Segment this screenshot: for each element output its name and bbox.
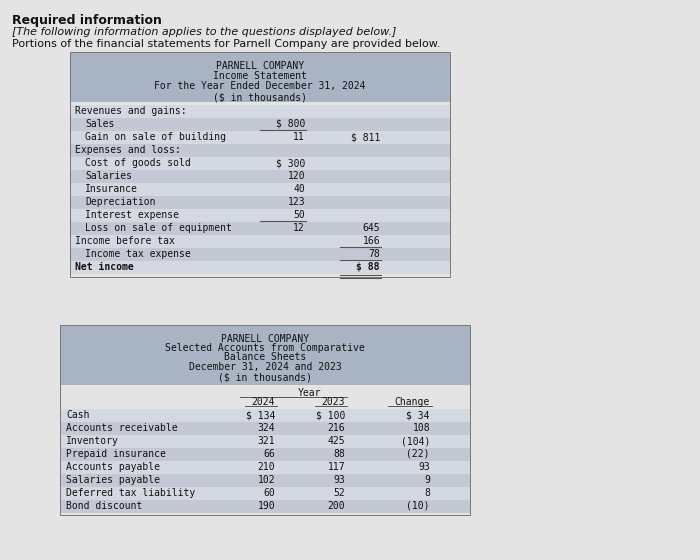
Bar xyxy=(60,474,470,487)
Bar xyxy=(70,261,450,274)
Text: Selected Accounts from Comparative: Selected Accounts from Comparative xyxy=(165,343,365,353)
Text: Revenues and gains:: Revenues and gains: xyxy=(75,106,187,116)
Text: 102: 102 xyxy=(258,475,275,485)
Text: Inventory: Inventory xyxy=(66,436,119,446)
Text: Income tax expense: Income tax expense xyxy=(85,249,190,259)
Text: $ 134: $ 134 xyxy=(246,410,275,420)
Text: Gain on sale of building: Gain on sale of building xyxy=(85,132,226,142)
Text: 8: 8 xyxy=(424,488,430,498)
Text: ($ in thousands): ($ in thousands) xyxy=(213,92,307,102)
Text: Expenses and loss:: Expenses and loss: xyxy=(75,145,181,155)
Text: 117: 117 xyxy=(328,462,345,472)
Text: ($ in thousands): ($ in thousands) xyxy=(218,372,312,382)
Text: Salaries: Salaries xyxy=(85,171,132,181)
Text: 11: 11 xyxy=(293,132,305,142)
Text: (22): (22) xyxy=(407,449,430,459)
Text: PARNELL COMPANY: PARNELL COMPANY xyxy=(216,61,304,71)
Text: (104): (104) xyxy=(400,436,430,446)
Bar xyxy=(70,183,450,196)
Text: Deferred tax liability: Deferred tax liability xyxy=(66,488,195,498)
Bar xyxy=(70,118,450,131)
Text: [The following information applies to the questions displayed below.]: [The following information applies to th… xyxy=(12,27,396,37)
Text: $ 811: $ 811 xyxy=(351,132,380,142)
Text: 321: 321 xyxy=(258,436,275,446)
Text: 40: 40 xyxy=(293,184,305,194)
Text: 88: 88 xyxy=(333,449,345,459)
Bar xyxy=(70,170,450,183)
Bar xyxy=(60,325,470,515)
Bar xyxy=(60,448,470,461)
Bar xyxy=(60,487,470,500)
Text: Change: Change xyxy=(395,397,430,407)
Bar xyxy=(70,157,450,170)
Text: 93: 93 xyxy=(333,475,345,485)
Text: Sales: Sales xyxy=(85,119,114,129)
Text: 78: 78 xyxy=(368,249,380,259)
Text: Bond discount: Bond discount xyxy=(66,501,142,511)
Text: Interest expense: Interest expense xyxy=(85,210,179,220)
Text: 2023: 2023 xyxy=(321,397,345,407)
Text: 93: 93 xyxy=(419,462,430,472)
Text: 324: 324 xyxy=(258,423,275,433)
Bar xyxy=(60,325,470,385)
Text: Portions of the financial statements for Parnell Company are provided below.: Portions of the financial statements for… xyxy=(12,39,440,49)
Bar xyxy=(70,222,450,235)
Text: For the Year Ended December 31, 2024: For the Year Ended December 31, 2024 xyxy=(154,81,365,91)
Text: 108: 108 xyxy=(412,423,430,433)
Text: Cost of goods sold: Cost of goods sold xyxy=(85,158,190,168)
Text: Required information: Required information xyxy=(12,14,162,27)
Text: 425: 425 xyxy=(328,436,345,446)
Text: PARNELL COMPANY: PARNELL COMPANY xyxy=(221,334,309,344)
Text: 52: 52 xyxy=(333,488,345,498)
Text: 210: 210 xyxy=(258,462,275,472)
Bar xyxy=(70,248,450,261)
Bar xyxy=(60,500,470,513)
Text: Balance Sheets: Balance Sheets xyxy=(224,352,306,362)
Text: 2024: 2024 xyxy=(251,397,275,407)
Text: 200: 200 xyxy=(328,501,345,511)
Bar xyxy=(70,52,450,277)
Text: 50: 50 xyxy=(293,210,305,220)
Text: 645: 645 xyxy=(363,223,380,233)
Text: $ 100: $ 100 xyxy=(316,410,345,420)
Bar xyxy=(60,435,470,448)
Text: 190: 190 xyxy=(258,501,275,511)
Text: (10): (10) xyxy=(407,501,430,511)
Text: Accounts receivable: Accounts receivable xyxy=(66,423,178,433)
Bar xyxy=(70,131,450,144)
Text: $ 34: $ 34 xyxy=(407,410,430,420)
Text: 60: 60 xyxy=(263,488,275,498)
Text: Year: Year xyxy=(298,388,322,398)
Text: 123: 123 xyxy=(288,197,305,207)
Bar xyxy=(70,196,450,209)
Bar xyxy=(70,235,450,248)
Text: 120: 120 xyxy=(288,171,305,181)
Text: Income Statement: Income Statement xyxy=(213,71,307,81)
Bar xyxy=(70,144,450,157)
Text: Salaries payable: Salaries payable xyxy=(66,475,160,485)
Text: 66: 66 xyxy=(263,449,275,459)
Bar xyxy=(60,461,470,474)
Text: $ 88: $ 88 xyxy=(356,262,380,272)
Bar xyxy=(70,209,450,222)
Bar xyxy=(60,409,470,422)
Text: Loss on sale of equipment: Loss on sale of equipment xyxy=(85,223,232,233)
Text: Net income: Net income xyxy=(75,262,134,272)
Text: 12: 12 xyxy=(293,223,305,233)
Bar xyxy=(70,52,450,102)
Text: $ 300: $ 300 xyxy=(276,158,305,168)
Text: 9: 9 xyxy=(424,475,430,485)
Text: Prepaid insurance: Prepaid insurance xyxy=(66,449,166,459)
Text: Insurance: Insurance xyxy=(85,184,138,194)
Bar xyxy=(70,105,450,118)
Text: Accounts payable: Accounts payable xyxy=(66,462,160,472)
Bar xyxy=(60,422,470,435)
Text: Depreciation: Depreciation xyxy=(85,197,155,207)
Text: Cash: Cash xyxy=(66,410,90,420)
Text: 166: 166 xyxy=(363,236,380,246)
Text: Income before tax: Income before tax xyxy=(75,236,175,246)
Text: 216: 216 xyxy=(328,423,345,433)
Text: December 31, 2024 and 2023: December 31, 2024 and 2023 xyxy=(188,362,342,372)
Text: $ 800: $ 800 xyxy=(276,119,305,129)
